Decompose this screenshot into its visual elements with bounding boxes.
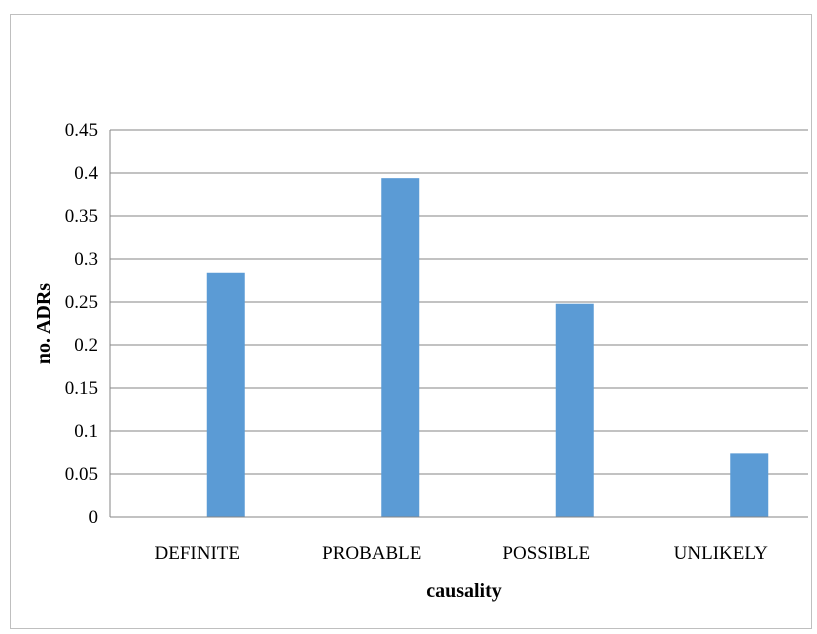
x-tick-label-unlikely: UNLIKELY [674, 543, 768, 564]
y-axis-title: no. ADRs [33, 283, 55, 364]
x-axis-title: causality [426, 580, 502, 602]
y-tick-label: 0.05 [65, 464, 98, 485]
y-tick-label: 0.35 [65, 206, 98, 227]
bar-unlikely-series-2 [730, 453, 769, 517]
x-tick-label-possible: POSSIBLE [502, 543, 590, 564]
y-tick-label: 0.25 [65, 292, 98, 313]
y-tick-label: 0 [89, 507, 99, 528]
y-tick-label: 0.15 [65, 378, 98, 399]
y-tick-labels: 0 0.05 0.1 0.15 0.2 0.25 0.3 0.35 0.4 0.45 [65, 120, 99, 528]
bar-definite-series-2 [206, 272, 245, 517]
bars [110, 178, 808, 518]
y-tick-label: 0.3 [74, 249, 98, 270]
y-tick-label: 0.45 [65, 120, 98, 141]
bar-probable-series-2 [381, 178, 420, 517]
y-tick-label: 0.1 [74, 421, 98, 442]
x-tick-labels: DEFINITE PROBABLE POSSIBLE UNLIKELY [155, 543, 769, 564]
x-tick-label-definite: DEFINITE [155, 543, 240, 564]
y-tick-label: 0.4 [74, 163, 98, 184]
y-tick-label: 0.2 [74, 335, 98, 356]
x-tick-label-probable: PROBABLE [322, 543, 421, 564]
bar-possible-series-2 [555, 303, 594, 517]
